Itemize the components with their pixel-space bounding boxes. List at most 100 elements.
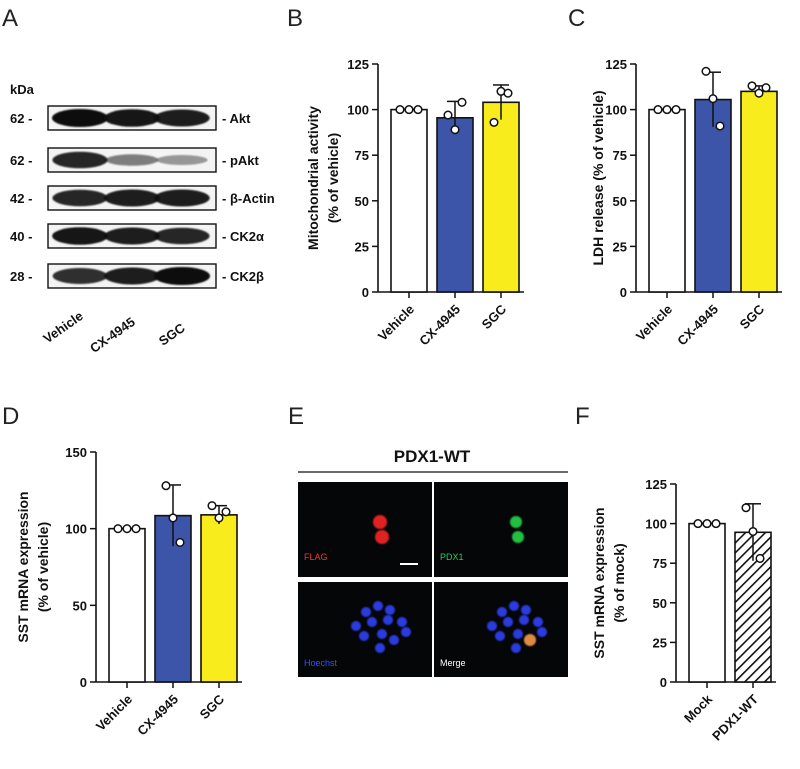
lane-label: Vehicle <box>40 308 85 346</box>
x-tick-label: CX-4945 <box>416 302 463 349</box>
blot-band <box>105 154 159 166</box>
bar <box>482 101 520 293</box>
y-axis-title: (% of mock) <box>611 543 627 622</box>
nucleus <box>385 605 395 615</box>
data-point <box>693 519 703 529</box>
channel-label: Merge <box>440 658 466 668</box>
data-point <box>671 105 681 115</box>
data-point <box>443 110 453 120</box>
data-point <box>715 121 725 131</box>
y-tick-label: 100 <box>347 103 369 118</box>
data-point <box>450 125 460 135</box>
nucleus <box>401 627 411 637</box>
data-point <box>748 526 758 537</box>
blot-band <box>52 227 108 245</box>
y-tick-label: 50 <box>613 194 627 209</box>
y-tick-label: 100 <box>645 517 667 532</box>
panel-letter-f: F <box>575 403 590 430</box>
band-label: - CK2β <box>222 269 264 284</box>
y-axis-title: (% of vehicle) <box>35 522 51 612</box>
y-tick-label: 100 <box>605 103 627 118</box>
data-point <box>413 105 423 115</box>
cell-signal <box>375 530 389 544</box>
x-tick-label: CX-4945 <box>674 302 721 349</box>
y-axis-title: (% of vehicle) <box>325 133 341 223</box>
lane-label: CX-4945 <box>87 314 138 356</box>
bar <box>108 527 146 683</box>
nucleus <box>373 601 383 611</box>
channel-label: FLAG <box>304 552 328 562</box>
cell-signal <box>510 516 522 528</box>
nucleus <box>361 607 371 617</box>
nucleus <box>519 615 529 625</box>
micrograph-frame <box>298 482 432 577</box>
blot-band <box>104 267 160 285</box>
data-point <box>702 519 712 529</box>
x-tick-label: SGC <box>479 301 510 332</box>
data-point <box>131 524 141 534</box>
chart-d: 0 50 100 150 SST mRNA expression (% of vehicl… <box>15 445 242 738</box>
band-label: - CK2α <box>222 229 264 244</box>
data-point <box>221 507 231 517</box>
data-point <box>457 97 467 107</box>
data-point <box>161 481 171 491</box>
channel-label: Hoechst <box>304 658 338 668</box>
bar <box>648 108 686 293</box>
x-tick-label: Vehicle <box>93 692 135 734</box>
x-tick-label: CX-4945 <box>134 692 181 739</box>
bar <box>200 514 238 683</box>
micrograph-frame <box>434 482 568 577</box>
chart-f: 0 25 50 75 100 125 SST mRNA expression (% of mo… <box>591 477 776 743</box>
blot-band <box>104 189 160 207</box>
cell-signal <box>373 515 387 529</box>
data-point <box>701 66 711 76</box>
band-label: - β-Actin <box>222 191 275 206</box>
panel-letter-a: A <box>2 5 18 32</box>
y-axis-title: SST mRNA expression <box>15 491 31 642</box>
y-tick-label: 50 <box>653 596 667 611</box>
data-point <box>754 88 764 98</box>
merge-signal <box>524 634 536 646</box>
nucleus <box>503 617 513 627</box>
lane-label: SGC <box>156 320 188 349</box>
blot-band <box>52 151 108 169</box>
panel-letter-d: D <box>2 403 19 430</box>
nucleus <box>377 629 387 639</box>
data-point <box>122 524 132 534</box>
band-label: - Akt <box>222 111 251 126</box>
microscopy-title: PDX1-WT <box>394 447 471 466</box>
y-tick-label: 0 <box>362 285 369 300</box>
y-tick-label: 100 <box>65 522 87 537</box>
channel-label: PDX1 <box>440 552 464 562</box>
blot-band <box>154 109 210 127</box>
data-point <box>404 105 414 115</box>
blot-band <box>154 227 210 245</box>
nucleus <box>497 607 507 617</box>
blot-band <box>104 109 160 127</box>
x-tick-label: Mock <box>681 691 716 726</box>
data-point <box>741 503 751 513</box>
band-label: - pAkt <box>222 153 260 168</box>
y-tick-label: 25 <box>355 239 369 254</box>
data-point <box>168 513 178 523</box>
data-point <box>761 83 771 93</box>
nucleus <box>521 605 531 615</box>
y-tick-label: 50 <box>355 194 369 209</box>
blot-band <box>154 267 210 285</box>
blot-band <box>154 189 210 207</box>
blot-band <box>156 155 208 165</box>
y-tick-label: 125 <box>645 477 667 492</box>
bar <box>694 98 732 293</box>
mw-marker: 62 - <box>10 153 32 168</box>
data-point <box>747 81 757 91</box>
data-point <box>395 105 405 115</box>
y-tick-label: 0 <box>660 675 667 690</box>
y-tick-label: 50 <box>73 598 87 613</box>
nucleus <box>537 627 547 637</box>
chart-c: 0 25 50 75 100 125 LDH release (% of vehicle) V… <box>590 57 782 348</box>
data-point <box>489 117 499 127</box>
nucleus <box>513 629 523 639</box>
nucleus <box>509 601 519 611</box>
nucleus <box>383 615 393 625</box>
